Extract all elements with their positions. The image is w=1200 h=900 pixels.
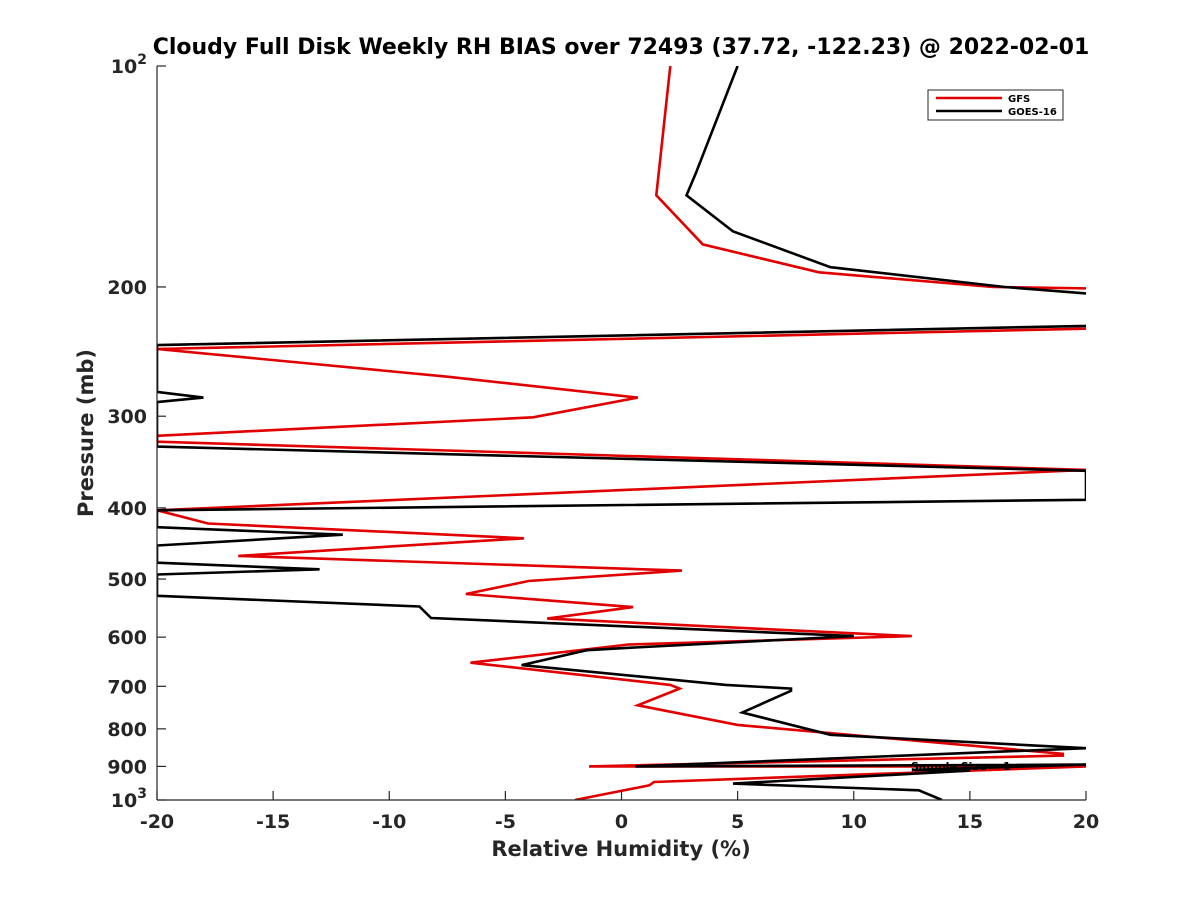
legend-label: GOES-16 xyxy=(1008,107,1057,118)
x-tick-label: 15 xyxy=(957,811,983,833)
y-tick-label: 200 xyxy=(107,277,147,299)
y-tick-label: 700 xyxy=(107,676,147,698)
x-ticks: -20 -15 -10 -5 0 5 10 15 20 xyxy=(140,791,1099,833)
y-tick-label: 600 xyxy=(107,627,147,649)
y-ticks: 102 200 300 400 500 600 700 800 900 103 xyxy=(107,52,166,812)
y-tick-label: 400 xyxy=(107,498,147,520)
y-axis-title: Pressure (mb) xyxy=(74,349,98,517)
sample-size-annotation: Sample Size = 1 xyxy=(911,760,1011,773)
y-tick-label: 300 xyxy=(107,406,147,428)
y-tick-label: 102 xyxy=(111,52,147,78)
series-line-gfs xyxy=(157,66,1086,800)
x-axis-title: Relative Humidity (%) xyxy=(491,837,750,861)
series-line-goes-16 xyxy=(157,66,1086,800)
x-tick-label: -10 xyxy=(372,811,406,833)
x-tick-label: 10 xyxy=(841,811,867,833)
x-tick-label: 0 xyxy=(615,811,628,833)
x-tick-label: 5 xyxy=(731,811,744,833)
axes xyxy=(156,66,1086,801)
series-layer xyxy=(157,66,1086,800)
legend: GFS GOES-16 xyxy=(927,89,1064,121)
y-tick-label: 900 xyxy=(107,756,147,778)
legend-label: GFS xyxy=(1008,94,1030,105)
x-tick-label: -5 xyxy=(495,811,516,833)
x-tick-label: 20 xyxy=(1073,811,1099,833)
x-tick-label: -15 xyxy=(256,811,290,833)
x-tick-label: -20 xyxy=(140,811,174,833)
y-tick-label: 103 xyxy=(111,786,147,812)
y-tick-label: 800 xyxy=(107,719,147,741)
legend-box xyxy=(927,89,1064,121)
y-tick-label: 500 xyxy=(107,569,147,591)
chart-title: Cloudy Full Disk Weekly RH BIAS over 724… xyxy=(153,35,1090,60)
